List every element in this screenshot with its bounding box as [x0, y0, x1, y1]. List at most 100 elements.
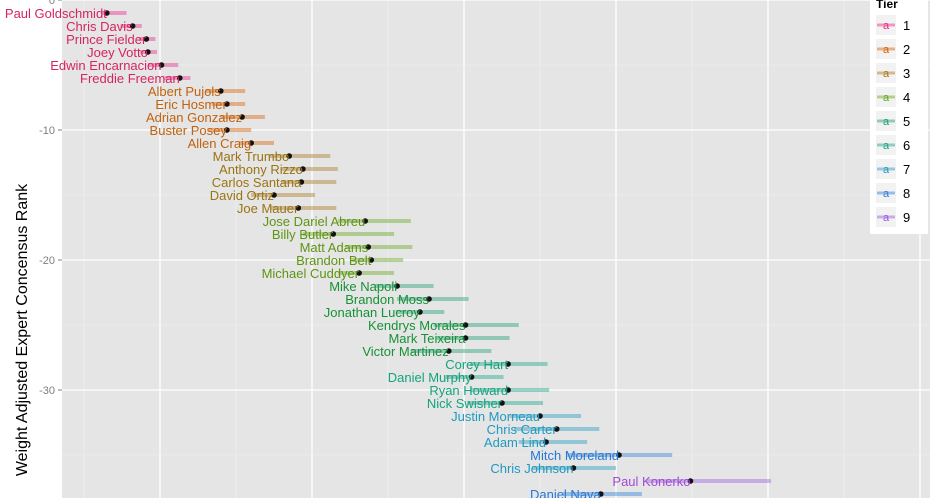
legend-entry-label: 5	[903, 114, 910, 129]
player-label: Nick Swisher	[427, 396, 503, 411]
player-label: David Ortiz	[210, 188, 274, 203]
player-label: Mike Napoli	[329, 279, 397, 294]
mean-point	[224, 127, 230, 133]
mean-points	[104, 10, 694, 497]
legend-entry-label: 1	[903, 18, 910, 33]
legend-key-glyph: a	[883, 116, 890, 128]
legend-entry-label: 2	[903, 42, 910, 57]
player-label: Justin Morneau	[451, 409, 540, 424]
mean-point	[362, 218, 369, 224]
panel-background	[62, 0, 930, 498]
mean-point	[543, 439, 549, 445]
legend-key-glyph: a	[883, 68, 890, 80]
legend-key-glyph: a	[883, 92, 890, 104]
player-label: Joe Mauer	[237, 201, 299, 216]
player-label: Allen Craig	[188, 136, 252, 151]
mean-point	[468, 374, 475, 380]
player-label: Chris Carter	[487, 422, 558, 437]
player-label: Daniel Murphy	[388, 370, 472, 385]
player-label: Billy Butler	[272, 227, 334, 242]
mean-point	[248, 140, 254, 146]
mean-point	[417, 309, 423, 315]
mean-point	[176, 75, 183, 81]
mean-point	[295, 205, 302, 211]
player-label: Corey Hart	[445, 357, 508, 372]
legend-entry-label: 9	[903, 210, 910, 225]
player-label: Matt Adams	[300, 240, 369, 255]
legend-entry-label: 7	[903, 162, 910, 177]
legend-key-background	[876, 63, 896, 83]
player-label: Adam Lind	[484, 435, 546, 450]
y-tick-label: -20	[39, 255, 55, 267]
legend-key-glyph: a	[883, 140, 890, 152]
mean-point	[462, 335, 469, 341]
mean-point	[537, 413, 543, 419]
legend-key-background	[876, 15, 896, 35]
player-label: Victor Martinez	[362, 344, 448, 359]
mean-point	[143, 36, 150, 42]
player-label: Freddie Freeman	[80, 71, 180, 86]
mean-point	[218, 88, 224, 94]
mean-point	[553, 426, 560, 432]
player-label: Mitch Moreland	[530, 448, 619, 463]
mean-point	[286, 153, 293, 159]
legend-entry-label: 4	[903, 90, 910, 105]
player-label: Eric Hosmer	[155, 97, 227, 112]
player-label: Buster Posey	[150, 123, 228, 138]
mean-point	[300, 166, 306, 172]
legend-key-background	[876, 135, 896, 155]
legend-entry-label: 3	[903, 66, 910, 81]
mean-point	[104, 10, 110, 16]
legend-key-glyph: a	[883, 44, 890, 56]
mean-point	[505, 387, 511, 393]
player-label: Anthony Rizzo	[219, 162, 303, 177]
player-label: Carlos Santana	[212, 175, 302, 190]
mean-point	[271, 192, 277, 198]
mean-point	[330, 231, 337, 237]
legend-key-background	[876, 39, 896, 59]
mean-point	[394, 283, 400, 289]
mean-point	[462, 322, 469, 328]
legend-key-glyph: a	[883, 188, 890, 200]
player-label: Brandon Belt	[296, 253, 372, 268]
legend-keys: a 1 a 2 a 3 a 4 a 5 a 6 a 7 a 8 a 9	[876, 15, 910, 227]
y-tick-label: -30	[39, 385, 55, 397]
player-label: Mark Teixeira	[388, 331, 466, 346]
y-axis-ticks: 0 -10 -20 -30	[39, 0, 62, 397]
mean-point	[298, 179, 305, 185]
mean-point	[426, 296, 432, 302]
legend-key-background	[876, 207, 896, 227]
legend-entry-label: 6	[903, 138, 910, 153]
legend-key-background	[876, 159, 896, 179]
player-label: Joey Votto	[87, 45, 148, 60]
mean-point	[598, 491, 604, 497]
player-label: Mark Trumbo	[213, 149, 290, 164]
mean-point	[368, 257, 375, 263]
mean-point	[145, 49, 151, 55]
legend-key-background	[876, 111, 896, 131]
legend-key-glyph: a	[883, 212, 890, 224]
legend-title: Tier	[876, 0, 898, 11]
legend-key-background	[876, 87, 896, 107]
mean-point	[224, 101, 230, 107]
player-label: Albert Pujols	[148, 84, 221, 99]
legend-key-glyph: a	[883, 20, 890, 32]
legend-key-background	[876, 183, 896, 203]
player-label: Adrian Gonzalez	[146, 110, 242, 125]
player-label: Chris Davis	[66, 19, 133, 34]
mean-point	[129, 23, 136, 29]
player-label: Kendrys Morales	[368, 318, 466, 333]
player-label: Michael Cuddyer	[262, 266, 360, 281]
legend-entry-label: 8	[903, 186, 910, 201]
y-tick-label: -10	[39, 125, 55, 137]
mean-point	[356, 270, 362, 276]
legend: Tier a 1 a 2 a 3 a 4 a 5 a 6 a 7 a 8 a 9	[870, 0, 928, 234]
mean-point	[239, 114, 245, 120]
mean-point	[446, 348, 452, 354]
player-label: Paul Konerko	[612, 474, 690, 489]
y-axis-title: Weight Adjusted Expert Concensus Rank	[14, 183, 31, 476]
player-label: Daniel Nava	[530, 487, 602, 498]
mean-point	[616, 452, 622, 458]
mean-point	[570, 465, 577, 471]
